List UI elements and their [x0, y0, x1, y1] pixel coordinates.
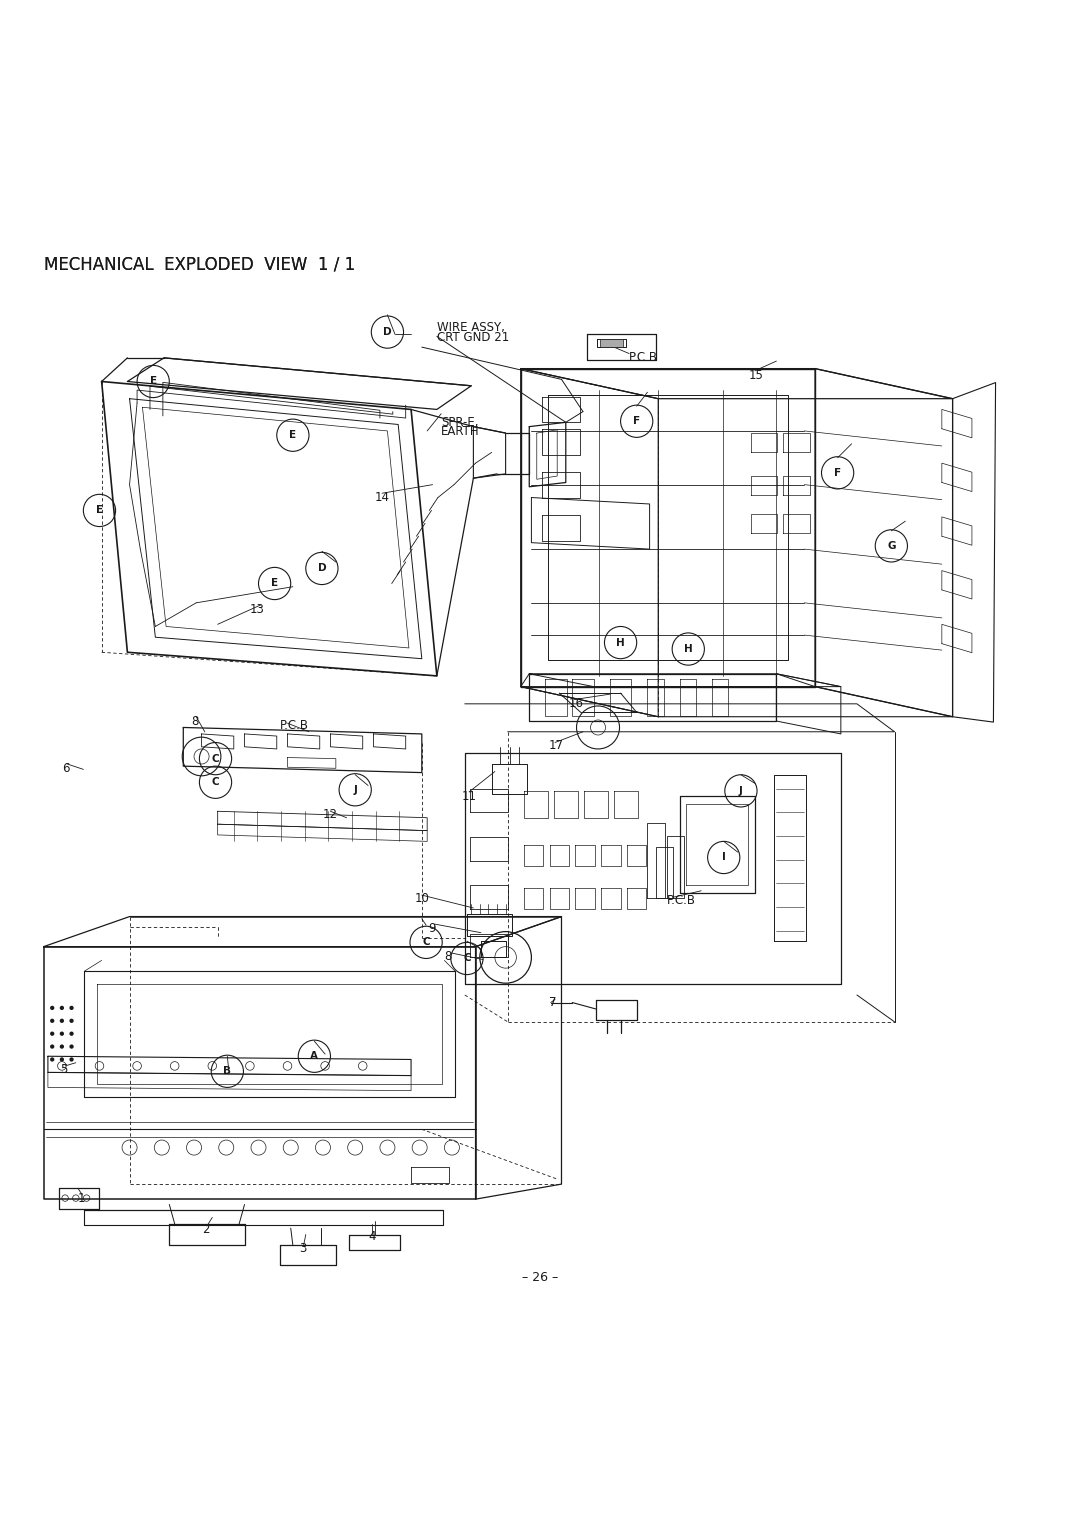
Text: E: E — [289, 431, 296, 440]
Text: 3: 3 — [299, 1242, 307, 1254]
Circle shape — [69, 1045, 73, 1048]
Text: 9: 9 — [429, 921, 435, 935]
Text: J: J — [353, 785, 357, 795]
Text: I: I — [721, 853, 726, 862]
Text: 16: 16 — [569, 697, 584, 711]
Text: 17: 17 — [549, 740, 564, 752]
Text: C: C — [212, 778, 219, 787]
Text: EARTH: EARTH — [441, 425, 480, 439]
Circle shape — [59, 1045, 64, 1048]
Circle shape — [59, 1057, 64, 1062]
Text: C: C — [463, 953, 471, 964]
Circle shape — [69, 1031, 73, 1036]
Circle shape — [69, 1019, 73, 1022]
Text: E: E — [150, 376, 157, 387]
Text: CRT GND 21: CRT GND 21 — [436, 332, 509, 344]
Text: 10: 10 — [415, 892, 429, 905]
Text: D: D — [383, 327, 392, 338]
Text: 6: 6 — [62, 762, 69, 775]
Text: E: E — [271, 579, 279, 588]
Text: 7: 7 — [549, 996, 556, 1008]
Circle shape — [50, 1045, 54, 1048]
Text: WIRE ASSY,: WIRE ASSY, — [436, 321, 504, 335]
Text: B: B — [224, 1067, 231, 1076]
Circle shape — [59, 1019, 64, 1022]
Text: P.C.B: P.C.B — [666, 894, 696, 908]
Text: 5: 5 — [59, 1062, 67, 1076]
Text: C: C — [422, 937, 430, 947]
Text: D: D — [318, 564, 326, 573]
Text: A: A — [310, 1051, 319, 1062]
Text: 1: 1 — [78, 1192, 85, 1204]
Text: 11: 11 — [461, 790, 476, 802]
Text: H: H — [684, 643, 692, 654]
Text: MECHANICAL  EXPLODED  VIEW  1 / 1: MECHANICAL EXPLODED VIEW 1 / 1 — [43, 255, 355, 274]
Text: 15: 15 — [748, 368, 764, 382]
Text: MECHANICAL  EXPLODED  VIEW  1 / 1: MECHANICAL EXPLODED VIEW 1 / 1 — [43, 255, 355, 274]
Text: P.C.B: P.C.B — [280, 718, 309, 732]
Text: E: E — [96, 506, 103, 515]
Text: 8: 8 — [191, 715, 199, 727]
Text: G: G — [887, 541, 895, 552]
Text: J: J — [739, 785, 743, 796]
Circle shape — [50, 1005, 54, 1010]
Bar — [600, 339, 623, 347]
Text: SPR-E,: SPR-E, — [441, 416, 478, 429]
Text: 13: 13 — [249, 602, 265, 616]
Text: 2: 2 — [203, 1222, 211, 1236]
Circle shape — [59, 1005, 64, 1010]
Text: F: F — [633, 416, 640, 426]
Circle shape — [69, 1057, 73, 1062]
Text: F: F — [834, 468, 841, 478]
Circle shape — [59, 1031, 64, 1036]
Text: C: C — [212, 753, 219, 764]
Text: 14: 14 — [375, 490, 390, 504]
Text: 4: 4 — [368, 1230, 376, 1244]
Text: – 26 –: – 26 – — [522, 1271, 558, 1284]
Circle shape — [50, 1031, 54, 1036]
Text: 8: 8 — [444, 950, 451, 963]
Circle shape — [50, 1019, 54, 1022]
Text: H: H — [617, 637, 625, 648]
Circle shape — [69, 1005, 73, 1010]
Circle shape — [50, 1057, 54, 1062]
Text: 12: 12 — [323, 808, 338, 821]
Text: P.C.B: P.C.B — [630, 351, 658, 364]
